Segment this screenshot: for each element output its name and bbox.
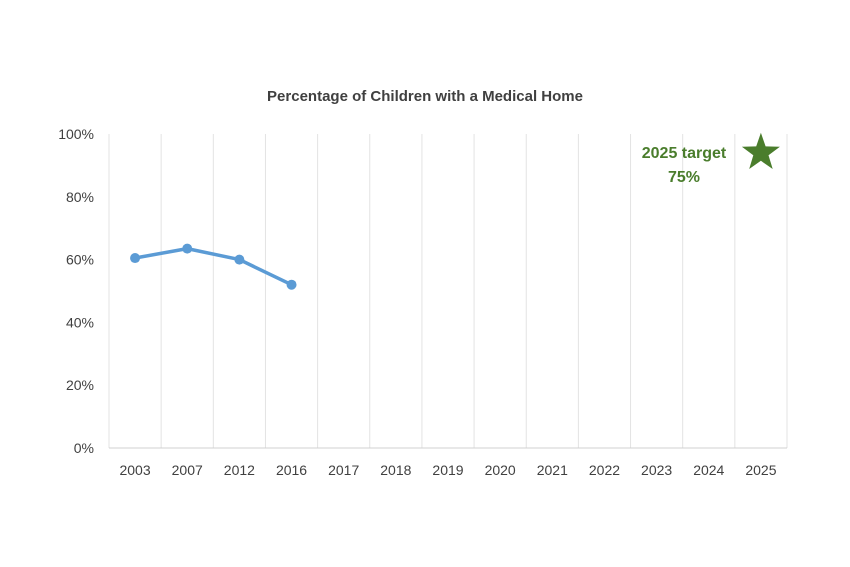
x-tick-label: 2007	[172, 462, 203, 478]
x-tick-label: 2019	[432, 462, 463, 478]
series-line	[133, 246, 294, 287]
chart-title: Percentage of Children with a Medical Ho…	[267, 88, 583, 105]
x-tick-label: 2020	[485, 462, 516, 478]
x-tick-label: 2016	[276, 462, 307, 478]
y-tick-label: 100%	[58, 126, 94, 142]
x-tick-label: 2022	[589, 462, 620, 478]
x-tick-label: 2017	[328, 462, 359, 478]
target-value-label: 75%	[668, 169, 700, 186]
x-tick-label: 2012	[224, 462, 255, 478]
target-label: 2025 target	[642, 145, 727, 162]
data-point	[130, 253, 141, 264]
x-tick-label: 2021	[537, 462, 568, 478]
data-point	[286, 279, 297, 290]
star-icon	[741, 132, 780, 169]
y-tick-label: 40%	[66, 314, 94, 330]
x-tick-label: 2023	[641, 462, 672, 478]
data-point	[182, 243, 193, 254]
y-tick-label: 20%	[66, 377, 94, 393]
x-tick-label: 2018	[380, 462, 411, 478]
data-point	[234, 254, 245, 265]
x-tick-label: 2024	[693, 462, 724, 478]
y-tick-label: 80%	[66, 189, 94, 205]
y-tick-label: 0%	[74, 440, 94, 456]
y-tick-label: 60%	[66, 252, 94, 268]
x-tick-label: 2003	[119, 462, 150, 478]
x-tick-label: 2025	[745, 462, 776, 478]
